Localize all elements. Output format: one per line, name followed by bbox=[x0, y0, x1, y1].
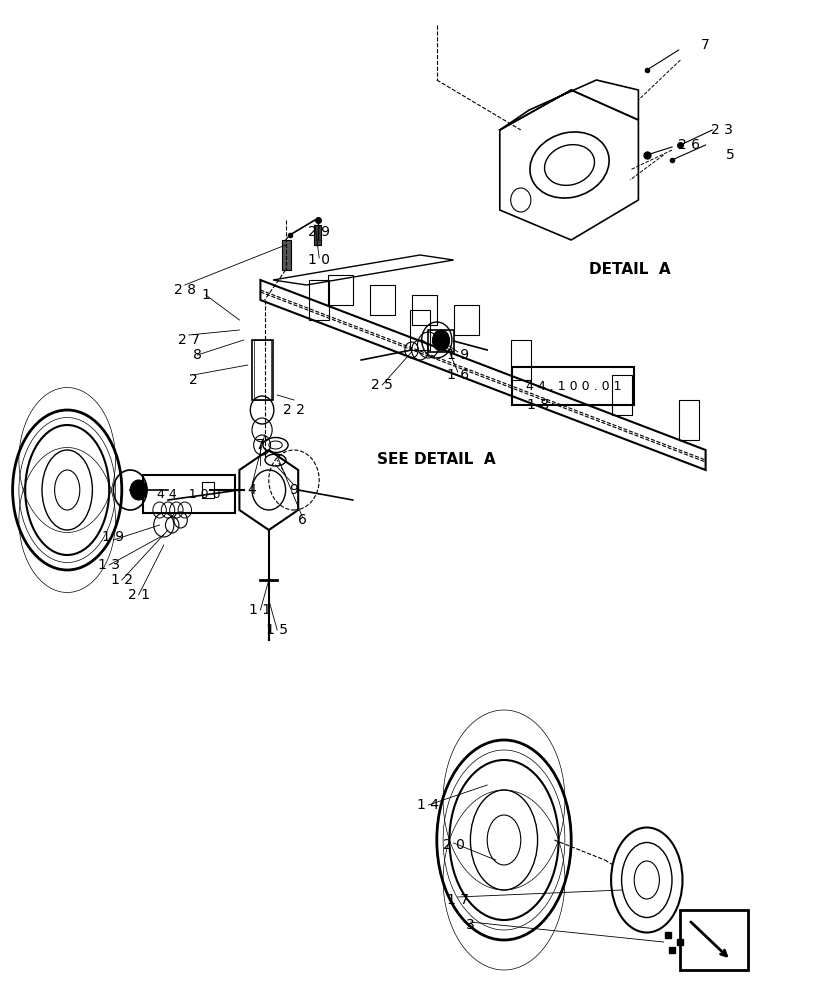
Circle shape bbox=[433, 330, 449, 350]
Text: 1 1: 1 1 bbox=[249, 603, 271, 617]
Text: 7: 7 bbox=[701, 38, 710, 52]
Bar bbox=[252, 340, 273, 400]
Bar bbox=[410, 310, 430, 350]
Bar bbox=[370, 285, 395, 315]
Bar bbox=[314, 225, 321, 245]
Bar bbox=[454, 305, 479, 335]
Text: 1 4: 1 4 bbox=[417, 798, 439, 812]
Text: 8: 8 bbox=[193, 348, 202, 362]
Bar bbox=[512, 367, 634, 405]
Text: 1 2: 1 2 bbox=[111, 573, 133, 587]
Bar bbox=[412, 295, 437, 325]
Bar bbox=[679, 400, 699, 440]
Text: 2 8: 2 8 bbox=[174, 283, 196, 297]
Bar bbox=[328, 275, 353, 305]
Text: 4: 4 bbox=[248, 483, 256, 497]
Text: 2 3: 2 3 bbox=[711, 123, 733, 137]
Text: 1 5: 1 5 bbox=[266, 623, 288, 637]
Text: 2 7: 2 7 bbox=[178, 333, 200, 347]
Text: 6: 6 bbox=[298, 513, 307, 527]
Bar bbox=[143, 475, 235, 513]
Bar bbox=[680, 910, 748, 970]
Bar bbox=[511, 340, 531, 380]
Text: 1 3: 1 3 bbox=[98, 558, 120, 572]
Text: 1 6: 1 6 bbox=[447, 368, 469, 382]
Text: 3: 3 bbox=[466, 918, 475, 932]
Text: 7: 7 bbox=[256, 438, 265, 452]
Text: 2 2: 2 2 bbox=[283, 403, 305, 417]
Text: 1 8: 1 8 bbox=[527, 398, 549, 412]
Text: DETAIL  A: DETAIL A bbox=[589, 262, 671, 277]
Text: 1 9: 1 9 bbox=[102, 530, 124, 544]
Text: 5: 5 bbox=[727, 148, 735, 162]
Circle shape bbox=[130, 480, 147, 500]
Text: 9: 9 bbox=[290, 483, 298, 497]
Text: 1 7: 1 7 bbox=[447, 893, 469, 907]
Text: 2: 2 bbox=[189, 373, 197, 387]
Text: 1 0: 1 0 bbox=[308, 253, 330, 267]
Text: 1: 1 bbox=[202, 288, 210, 302]
Text: 2 6: 2 6 bbox=[678, 138, 700, 152]
Text: 2 5: 2 5 bbox=[371, 378, 393, 392]
Bar bbox=[428, 330, 454, 352]
Bar bbox=[282, 240, 291, 270]
Bar bbox=[202, 482, 214, 498]
Bar bbox=[309, 280, 329, 320]
Text: 4 4 . 1 0 0: 4 4 . 1 0 0 bbox=[157, 488, 221, 500]
Text: 1 9: 1 9 bbox=[447, 348, 469, 362]
Text: 2 9: 2 9 bbox=[308, 225, 330, 239]
Text: 2 0: 2 0 bbox=[443, 838, 465, 852]
Text: 4 4 . 1 0 0 . 0 1: 4 4 . 1 0 0 . 0 1 bbox=[526, 379, 621, 392]
Bar bbox=[612, 375, 632, 415]
Text: SEE DETAIL  A: SEE DETAIL A bbox=[377, 452, 496, 468]
Bar bbox=[254, 340, 271, 400]
Text: 2 1: 2 1 bbox=[128, 588, 150, 602]
